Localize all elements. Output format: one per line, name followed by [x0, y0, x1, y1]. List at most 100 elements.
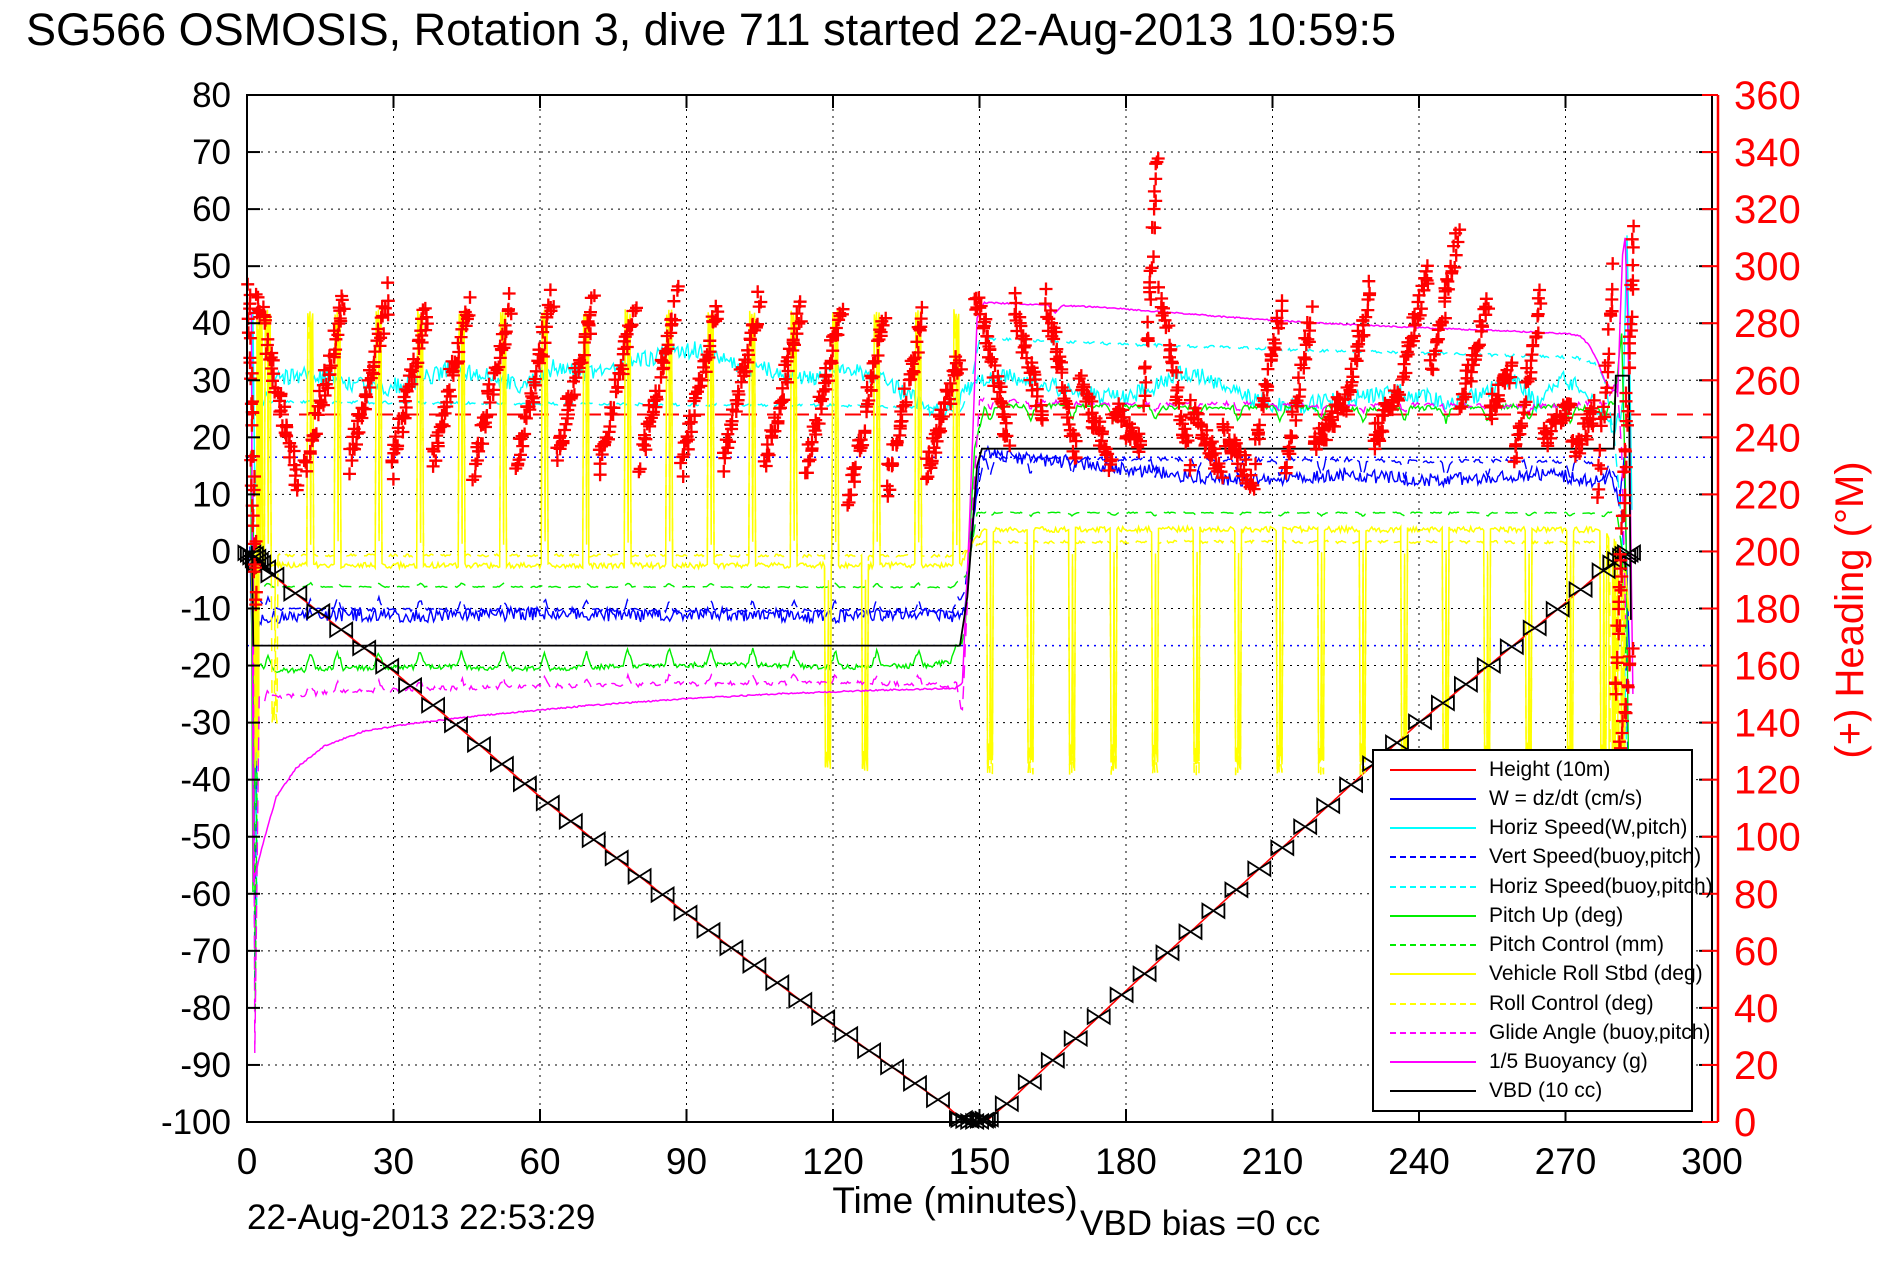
legend-label: W = dz/dt (cm/s)	[1489, 786, 1643, 810]
legend-swatch-solid-line	[1390, 827, 1476, 830]
y-right-tick-label: 40	[1734, 987, 1779, 1031]
x-tick-label: 210	[1242, 1141, 1304, 1182]
y-right-tick-label: 260	[1734, 359, 1801, 403]
y-right-tick-label: 200	[1734, 530, 1801, 574]
y-right-tick-label: 340	[1734, 131, 1801, 175]
legend-item: 1/5 Buoyancy (g)	[1374, 1049, 1691, 1075]
legend-label: Roll Control (deg)	[1489, 991, 1654, 1015]
y-left-tick-label: 0	[212, 532, 231, 571]
right-heading-axis: 0 20 40 60 80 100 120 140 160 180 200 220 240 260 280 3…	[1702, 74, 1801, 1145]
series-glide_angle	[252, 380, 1627, 1054]
legend-label: Horiz Speed(W,pitch)	[1489, 816, 1688, 840]
legend-item: VBD (10 cc)	[1374, 1078, 1691, 1104]
legend-item: W = dz/dt (cm/s)	[1374, 786, 1691, 812]
y-right-tick-label: 100	[1734, 816, 1801, 860]
legend-label: Vehicle Roll Stbd (deg)	[1489, 962, 1703, 986]
y-right-tick-label: 240	[1734, 416, 1801, 460]
y-right-tick-label: 160	[1734, 645, 1801, 689]
x-axis-label: Time (minutes)	[832, 1180, 1078, 1221]
legend-swatch-dashed-line	[1390, 885, 1476, 888]
y-left-tick-label: 70	[192, 133, 231, 172]
legend-swatch-solid-line	[1390, 1090, 1476, 1093]
x-tick-label: 90	[666, 1141, 707, 1182]
legend-item: Pitch Control (mm)	[1374, 932, 1691, 958]
series-pitch_control	[252, 506, 1627, 1014]
y-left-tick-label: -80	[180, 989, 231, 1028]
legend-label: Pitch Control (mm)	[1489, 933, 1665, 957]
x-tick-label: 120	[802, 1141, 864, 1182]
legend-swatch-dashed-line	[1390, 944, 1476, 947]
legend-label: VBD (10 cc)	[1489, 1079, 1603, 1103]
y-right-tick-label: 320	[1734, 188, 1801, 232]
y-left-tick-label: 60	[192, 190, 231, 229]
y-right-tick-label: 60	[1734, 930, 1779, 974]
x-tick-label: 240	[1388, 1141, 1450, 1182]
y-right-tick-label: 220	[1734, 473, 1801, 517]
series-vbd	[251, 374, 1632, 647]
legend-item: Roll Control (deg)	[1374, 991, 1691, 1017]
legend-swatch-dashed-line	[1390, 1031, 1476, 1034]
y-right-tick-label: 180	[1734, 588, 1801, 632]
series-w_dzdt	[249, 444, 1631, 671]
x-tick-label: 300	[1681, 1141, 1743, 1182]
legend-item: Glide Angle (buoy,pitch)	[1374, 1020, 1710, 1046]
x-tick-label: 60	[519, 1141, 560, 1182]
legend-label: Pitch Up (deg)	[1489, 903, 1624, 927]
y-left-tick-label: -20	[180, 647, 231, 686]
y-left-tick-label: 40	[192, 304, 231, 343]
legend: Height (10m) W = dz/dt (cm/s) Horiz Speed(…	[1372, 749, 1713, 1112]
legend-label: Glide Angle (buoy,pitch)	[1489, 1020, 1711, 1044]
legend-swatch-solid-line	[1390, 797, 1476, 800]
y-left-tick-label: -90	[180, 1046, 231, 1085]
legend-swatch-dashed-line	[1390, 1002, 1476, 1005]
x-tick-label: 150	[949, 1141, 1011, 1182]
legend-item: Pitch Up (deg)	[1374, 903, 1691, 929]
legend-item: Horiz Speed(buoy,pitch)	[1374, 874, 1713, 900]
height-markers	[237, 543, 1641, 1131]
series-buoyancy	[250, 237, 1634, 883]
legend-label: Vert Speed(buoy,pitch)	[1489, 845, 1702, 869]
y-left-tick-label: 10	[192, 475, 231, 514]
y-right-tick-label: 300	[1734, 245, 1801, 289]
series-roll_control	[251, 318, 1630, 1044]
legend-swatch-solid-line	[1390, 1061, 1476, 1064]
y-left-tick-label: -100	[161, 1103, 231, 1142]
x-tick-label: 180	[1095, 1141, 1157, 1182]
legend-item: Height (10m)	[1374, 757, 1691, 783]
x-tick-label: 270	[1535, 1141, 1597, 1182]
legend-swatch-solid-line	[1390, 768, 1476, 771]
x-tick-label: 0	[237, 1141, 258, 1182]
right-axis-label: (+) Heading (°M)	[1828, 461, 1872, 759]
legend-swatch-solid-line	[1390, 973, 1476, 976]
legend-swatch-dashed-line	[1390, 856, 1476, 859]
legend-item: Horiz Speed(W,pitch)	[1374, 815, 1691, 841]
y-right-tick-label: 120	[1734, 759, 1801, 803]
y-right-tick-label: 0	[1734, 1101, 1756, 1145]
y-right-tick-label: 140	[1734, 702, 1801, 746]
series-vert_speed_buoy	[252, 455, 1629, 979]
footer-timestamp: 22-Aug-2013 22:53:29	[247, 1198, 596, 1237]
axes: 0 30 60 90 120 150 180 210 240 270 300-100-90-80-7…	[161, 76, 1743, 1182]
legend-item: Vehicle Roll Stbd (deg)	[1374, 961, 1703, 987]
legend-label: 1/5 Buoyancy (g)	[1489, 1050, 1648, 1074]
heading-plus-markers	[241, 152, 1641, 769]
x-tick-label: 30	[373, 1141, 414, 1182]
y-left-tick-label: -10	[180, 590, 231, 629]
y-right-tick-label: 80	[1734, 873, 1779, 917]
legend-label: Height (10m)	[1489, 757, 1611, 781]
y-left-tick-label: 20	[192, 418, 231, 457]
y-left-tick-label: -30	[180, 704, 231, 743]
y-left-tick-label: 80	[192, 76, 231, 115]
chart-title: SG566 OSMOSIS, Rotation 3, dive 711 star…	[26, 4, 1396, 55]
legend-swatch-solid-line	[1390, 914, 1476, 917]
y-left-tick-label: -70	[180, 932, 231, 971]
y-left-tick-label: 50	[192, 247, 231, 286]
y-left-tick-label: -40	[180, 761, 231, 800]
y-right-tick-label: 360	[1734, 74, 1801, 118]
vbd-bias-note: VBD bias =0 cc	[1080, 1204, 1321, 1243]
y-right-tick-label: 20	[1734, 1044, 1779, 1088]
legend-label: Horiz Speed(buoy,pitch)	[1489, 874, 1713, 898]
